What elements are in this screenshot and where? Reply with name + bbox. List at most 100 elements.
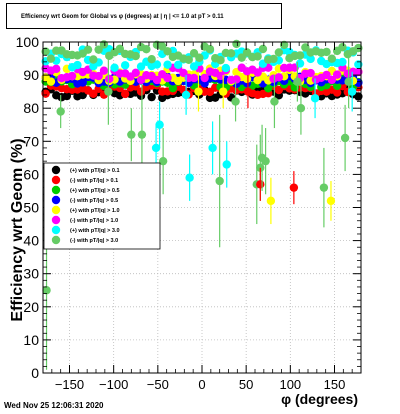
data-point [322,47,331,57]
y-tick-label: 70 [23,133,39,149]
data-point [274,73,284,82]
y-axis-label: Efficiency wrt Geom (%) [9,138,26,321]
data-point [78,78,87,87]
data-point [274,48,284,57]
data-point [226,49,236,58]
legend-marker [51,235,61,245]
data-point [332,81,342,91]
data-point [56,107,65,116]
axis-ticks: −150 −100 −50 0 50 100 150 0 10 20 30 40 50 60 70 80 90 1… [16,34,362,392]
data-point [219,87,228,96]
y-tick-label: 10 [23,332,39,348]
data-point [155,120,164,129]
data-point [99,66,109,75]
y-tick-label: 90 [23,67,39,83]
y-tick-label: 30 [23,266,39,282]
data-point [344,77,353,86]
data-point [158,42,167,51]
data-point [163,47,172,56]
data-point [52,64,61,74]
data-point [105,74,114,84]
legend-box [43,162,161,250]
data-point [120,89,130,99]
legend-entry: (-) with pT/|q| > 3.0 [70,238,118,244]
data-point [243,87,253,96]
legend-entry: (-) with pT/|q| > 1.0 [70,218,118,224]
data-point [270,97,279,106]
data-point [168,83,178,93]
legend-marker [51,175,61,185]
data-point [104,87,113,96]
x-tick-label: −100 [99,377,128,392]
data-point [181,90,191,100]
data-point [94,71,103,81]
data-point [326,196,336,206]
legend-entry: (+) with pT/|q| > 3.0 [70,228,120,234]
legend-marker [51,215,61,225]
data-point [327,54,337,63]
data-point [322,70,331,80]
data-point [354,67,363,77]
data-points [41,39,363,370]
data-point [89,55,98,64]
data-point [194,87,203,96]
y-tick-label: 40 [23,233,39,249]
data-point [253,52,262,61]
data-point [147,92,156,102]
legend-marker [51,185,61,195]
data-point [327,75,337,85]
data-point [62,91,72,101]
data-point [120,61,130,70]
data-point [215,176,224,186]
x-tick-label: 150 [324,377,346,392]
data-point [354,43,363,53]
data-point [73,60,82,70]
data-point [242,74,252,84]
data-point [232,75,241,84]
x-tick-label: 0 [198,377,205,392]
data-point [310,94,320,103]
data-point [131,68,140,78]
legend-marker [51,195,61,205]
data-point [173,60,183,70]
x-tick-label: 50 [239,377,253,392]
data-point [222,160,231,169]
data-point [216,55,225,65]
data-point [83,45,93,54]
data-point [189,73,199,83]
legend-entry: (+) with pT/|q| > 0.1 [70,168,120,174]
data-point [354,92,363,101]
data-point [115,44,125,54]
y-tick-label: 60 [23,166,39,182]
data-point [266,196,276,206]
data-point [163,60,172,69]
data-point [46,54,56,63]
legend-entry: (-) with pT/|q| > 0.1 [70,178,118,184]
x-axis-label: φ (degrees) [281,391,358,407]
x-tick-label: −150 [55,377,84,392]
data-point [163,73,172,83]
data-point [256,180,265,189]
data-point [289,183,299,192]
data-point [301,43,310,52]
chart-title-text: Efficiency wrt Geom for Global vs φ (deg… [21,14,224,20]
x-tick-label: −50 [147,377,169,392]
data-point [295,51,305,60]
data-point [338,57,347,67]
data-point [205,44,215,54]
legend-entry: (-) with pT/|q| > 0.5 [70,198,118,204]
data-point [99,40,109,49]
data-point [232,39,241,49]
data-point [94,45,103,54]
data-point [208,143,217,153]
data-point [293,77,302,86]
legend-entry: (+) with pT/|q| > 0.5 [70,188,120,194]
chart-title: Efficiency wrt Geom for Global vs φ (deg… [6,3,282,29]
data-point [131,51,140,61]
data-point [152,75,162,85]
data-point [147,54,156,64]
data-point [195,53,204,62]
legend-marker [51,205,61,215]
timestamp: Wed Nov 25 12:06:31 2020 [4,401,104,410]
